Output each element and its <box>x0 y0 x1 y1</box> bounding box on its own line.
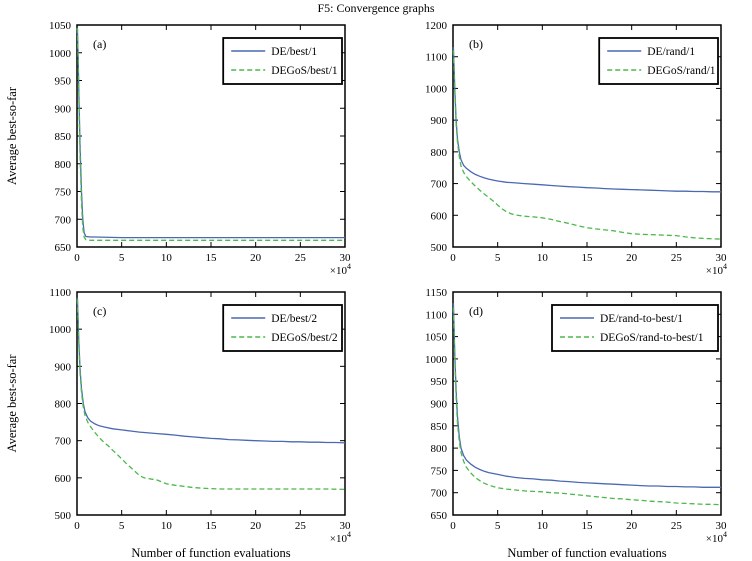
y-tick-label: 900 <box>431 399 448 411</box>
x-tick-label: 0 <box>450 520 456 532</box>
legend-entry-label: DE/best/2 <box>271 313 317 325</box>
y-tick-label: 1050 <box>49 20 72 32</box>
series-line-0 <box>452 303 721 488</box>
subplot-label: (b) <box>469 37 483 51</box>
y-tick-label: 1150 <box>425 287 447 299</box>
x-axis-title: Number of function evaluations <box>131 546 290 560</box>
x-tick-label: 5 <box>495 520 501 532</box>
y-tick-label: 850 <box>431 421 448 433</box>
legend-entry-label: DEGoS/best/2 <box>271 332 338 344</box>
y-tick-label: 1050 <box>425 332 448 344</box>
y-tick-label: 1000 <box>49 48 72 60</box>
y-tick-label: 800 <box>55 159 72 171</box>
y-tick-label: 700 <box>55 214 72 226</box>
x-scale-label: ×104 <box>706 530 727 545</box>
y-tick-label: 1000 <box>425 354 448 366</box>
y-tick-label: 950 <box>55 76 72 88</box>
y-axis-title: Average best-so-far <box>5 86 19 185</box>
y-tick-label: 900 <box>431 115 448 127</box>
x-tick-label: 5 <box>119 520 125 532</box>
subplot-label: (a) <box>93 37 106 51</box>
x-tick-label: 10 <box>161 252 173 264</box>
y-tick-label: 700 <box>431 179 448 191</box>
y-tick-label: 600 <box>431 210 448 222</box>
x-tick-label: 30 <box>340 520 352 532</box>
x-tick-label: 15 <box>582 252 594 264</box>
subplot-c: 0 5 10 15 20 25 30 500 600 700 800 900 1000 1100 ×104 (… <box>5 287 352 560</box>
series-line-1 <box>452 50 722 240</box>
y-tick-label: 1100 <box>425 309 447 321</box>
x-tick-label: 15 <box>206 520 218 532</box>
y-tick-label: 900 <box>55 361 72 373</box>
y-tick-label: 850 <box>55 131 72 143</box>
series-line-0 <box>452 47 721 193</box>
legend-box <box>551 304 719 352</box>
subplot-label: (c) <box>93 304 106 318</box>
y-tick-label: 1000 <box>425 83 448 95</box>
x-tick-label: 20 <box>626 252 638 264</box>
y-tick-label: 500 <box>55 510 72 522</box>
x-tick-label: 30 <box>716 520 728 532</box>
x-tick-label: 20 <box>626 520 638 532</box>
y-tick-label: 800 <box>55 399 72 411</box>
subplot-a: 0 5 10 15 20 25 30 650 700 750 800 850 900 950 1000 105… <box>5 20 352 277</box>
subplot-label: (d) <box>469 304 483 318</box>
y-tick-label: 950 <box>431 376 448 388</box>
series-line-0 <box>76 297 346 444</box>
x-tick-label: 0 <box>74 520 80 532</box>
legend-box <box>222 304 343 352</box>
y-tick-label: 900 <box>55 103 72 115</box>
legend-box <box>222 37 343 85</box>
legend-entry-label: DEGoS/rand-to-best/1 <box>600 332 704 344</box>
y-tick-label: 500 <box>431 242 448 254</box>
y-tick-label: 800 <box>431 147 448 159</box>
legend-entry-label: DE/best/1 <box>271 46 317 58</box>
y-tick-label: 600 <box>55 473 72 485</box>
y-tick-label: 700 <box>55 436 72 448</box>
subplot-b: 0 5 10 15 20 25 30 500 600 700 800 900 1000 1100 1200 ×… <box>425 20 728 277</box>
y-tick-label: 1200 <box>425 20 448 32</box>
x-scale-label: ×104 <box>330 262 351 277</box>
y-tick-label: 650 <box>431 510 448 522</box>
x-tick-label: 10 <box>537 252 549 264</box>
x-tick-label: 25 <box>295 252 307 264</box>
x-tick-label: 30 <box>716 252 728 264</box>
x-tick-label: 5 <box>495 252 501 264</box>
x-tick-label: 30 <box>340 252 352 264</box>
series-line-1 <box>76 27 345 241</box>
legend-entry-label: DEGoS/rand/1 <box>647 65 716 77</box>
y-tick-label: 800 <box>431 443 448 455</box>
legend-box <box>598 37 719 85</box>
x-tick-label: 15 <box>582 520 594 532</box>
series-line-1 <box>452 307 722 506</box>
x-scale-label: ×104 <box>706 262 727 277</box>
x-tick-label: 5 <box>119 252 125 264</box>
x-tick-label: 10 <box>537 520 549 532</box>
x-tick-label: 20 <box>250 252 262 264</box>
figure-title: F5: Convergence graphs <box>317 1 435 15</box>
x-tick-label: 0 <box>450 252 456 264</box>
y-tick-label: 1100 <box>49 287 71 299</box>
y-tick-label: 650 <box>55 242 72 254</box>
y-tick-label: 700 <box>431 488 448 500</box>
x-tick-label: 0 <box>74 252 80 264</box>
legend-entry-label: DE/rand-to-best/1 <box>600 313 683 325</box>
subplot-d: 0 5 10 15 20 25 30 650 700 750 800 850 900 950 1000 105… <box>425 287 728 560</box>
x-tick-label: 25 <box>295 520 307 532</box>
x-tick-label: 20 <box>250 520 262 532</box>
legend-entry-label: DEGoS/best/1 <box>271 65 338 77</box>
y-axis-title: Average best-so-far <box>5 354 19 453</box>
legend-entry-label: DE/rand/1 <box>647 46 695 58</box>
y-tick-label: 1100 <box>425 52 447 64</box>
x-tick-label: 25 <box>671 252 683 264</box>
y-tick-label: 750 <box>55 187 72 199</box>
y-tick-label: 1000 <box>49 324 72 336</box>
x-tick-label: 10 <box>161 520 173 532</box>
x-tick-label: 15 <box>206 252 218 264</box>
x-axis-title: Number of function evaluations <box>507 546 666 560</box>
x-tick-label: 25 <box>671 520 683 532</box>
y-tick-label: 750 <box>431 465 448 477</box>
x-scale-label: ×104 <box>330 530 351 545</box>
